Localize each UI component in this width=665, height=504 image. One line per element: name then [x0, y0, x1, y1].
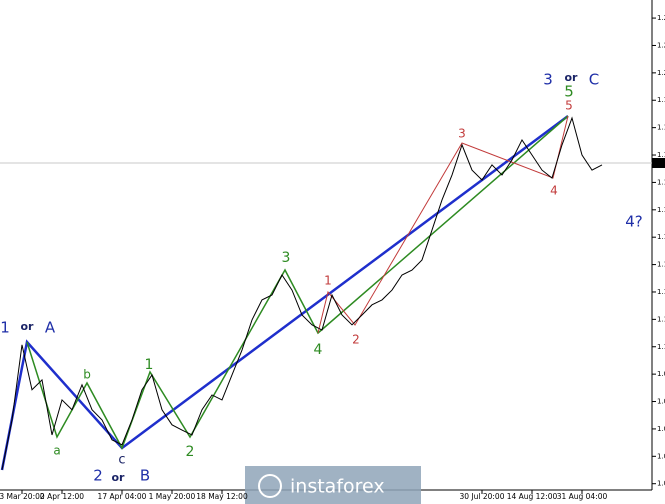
x-tick-label: 2 Apr 12:00 [40, 492, 84, 501]
wave-label: 1 [145, 357, 154, 373]
wave-label: 3 [282, 250, 291, 266]
wave-label: 3 [543, 71, 553, 89]
wave-label: or [112, 471, 126, 484]
x-tick-label: 18 May 12:00 [196, 492, 248, 501]
wave-label: a [53, 444, 60, 458]
x-tick-label: 3 Mar 20:00 [0, 492, 45, 501]
wave-label: 4 [550, 184, 558, 198]
y-tick-label: 1.15 [657, 206, 665, 214]
y-tick-label: 1.07 [657, 425, 665, 433]
y-tick-label: 1.11 [657, 315, 665, 323]
y-tick-label: 1.19 [657, 96, 665, 104]
x-tick-label: 14 Aug 12:00 [507, 492, 558, 501]
wave-label: 2 [352, 333, 360, 347]
y-tick-label: 1.1 [657, 343, 665, 351]
x-tick-label: 1 May 20:00 [149, 492, 196, 501]
y-tick-label: 1.08 [657, 398, 665, 406]
watermark-logo [258, 474, 282, 498]
wave-label: 1 [0, 319, 10, 337]
y-tick-label: 1.09 [657, 370, 665, 378]
watermark: instaforex [290, 476, 385, 498]
wave-label: or [21, 320, 35, 333]
wave-label: or [565, 71, 579, 84]
x-tick-label: 30 Jul 20:00 [460, 492, 505, 501]
y-tick-label: 1.12 [657, 288, 665, 296]
x-tick-label: 31 Aug 04:00 [557, 492, 608, 501]
wave-label: C [589, 71, 599, 89]
wave-label: c [118, 453, 125, 468]
y-tick-label: 1.05 [657, 480, 665, 488]
wave-label: 4? [625, 213, 643, 231]
wave-label: 2 [93, 467, 103, 485]
y-tick-label: 1.17 [657, 151, 665, 159]
wave-label: 2 [186, 444, 195, 460]
wave-label: 5 [565, 99, 573, 113]
wave-label: A [45, 319, 56, 337]
y-tick-label: 1.13 [657, 261, 665, 269]
y-tick-label: 1.2 [657, 69, 665, 77]
x-tick-label: 17 Apr 04:00 [98, 492, 147, 501]
y-tick-label: 1.16 [657, 178, 665, 186]
y-tick-label: 1.06 [657, 452, 665, 460]
watermark-box [245, 466, 421, 504]
wave-label: b [83, 368, 91, 382]
wave-label: 1 [324, 274, 332, 288]
price-line [1, 116, 603, 470]
current-price-marker [652, 158, 665, 168]
wave-label: 3 [458, 127, 466, 141]
plot [1, 116, 603, 470]
wave-label: 5 [564, 83, 574, 101]
y-tick-label: 1.18 [657, 124, 665, 132]
wave-line-blue [0, 114, 569, 471]
y-tick-label: 1.21 [657, 41, 665, 49]
wave-label: B [140, 467, 150, 485]
wave-line-green [26, 115, 569, 450]
wave-label: 4 [314, 342, 323, 358]
y-tick-label: 1.14 [657, 233, 665, 241]
y-tick-label: 1.22 [657, 14, 665, 22]
